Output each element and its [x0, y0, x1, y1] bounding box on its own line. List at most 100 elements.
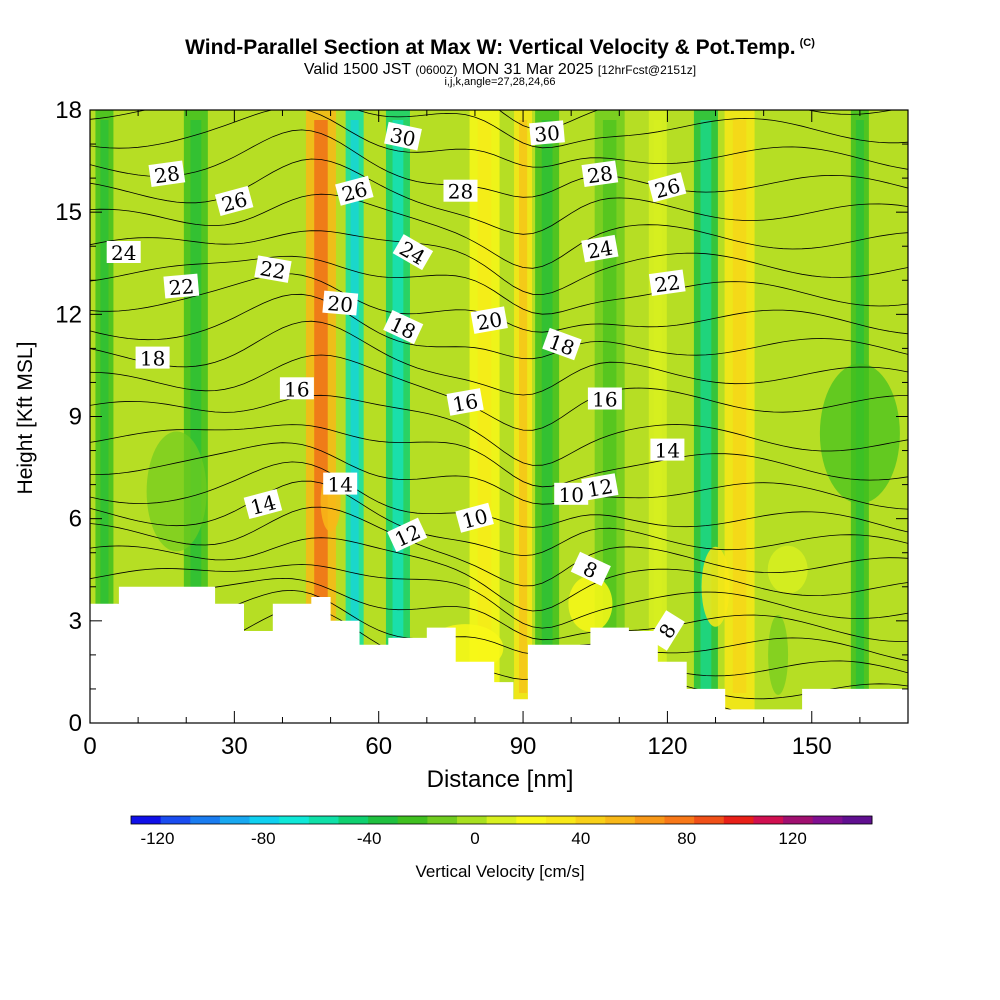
theta-contour [90, 461, 908, 533]
contour-label-box [392, 234, 434, 271]
colorbar-swatch [545, 816, 577, 824]
colorbar-swatch [427, 816, 458, 824]
contour-label: 24 [106, 241, 141, 265]
chart-subtitle-indices: i,j,k,angle=27,28,24,66 [444, 76, 556, 88]
y-tick-label: 12 [55, 301, 82, 328]
velocity-core [100, 120, 109, 693]
theta-contour [90, 320, 908, 396]
title-mark: (C) [799, 37, 815, 49]
colorbar-swatch [634, 816, 666, 824]
y-tick-label: 9 [69, 404, 82, 431]
contour-label: 10 [455, 502, 494, 534]
theta-contour [90, 293, 908, 360]
contour-label-text: 20 [475, 307, 504, 335]
contour-label-text: 28 [153, 161, 182, 188]
contour-label-box [214, 185, 254, 216]
contour-label: 28 [148, 160, 186, 188]
updraft-region [701, 546, 730, 627]
contour-label: 16 [446, 388, 484, 417]
colorbar-swatch [397, 816, 428, 824]
colorbar-swatch [486, 816, 517, 824]
contour-label: 14 [323, 472, 358, 497]
theta-contour [90, 354, 908, 431]
colorbar-tick-label: 0 [470, 829, 479, 848]
contour-label: 26 [335, 175, 374, 207]
theta-contour [90, 0, 908, 4]
contour-label-box [470, 306, 508, 334]
velocity-core [519, 120, 528, 693]
contour-label-text: 22 [258, 256, 287, 284]
theta-contour [90, 424, 908, 488]
colorbar-swatch [279, 816, 310, 824]
contour-label-box [650, 438, 685, 461]
contour-label-box [106, 241, 141, 263]
velocity-core [700, 120, 712, 693]
colorbar-swatch [160, 816, 191, 824]
theta-contour [90, 0, 908, 73]
theta-contour [90, 193, 908, 269]
colorbar-swatch [249, 816, 280, 824]
contour-label-box [135, 346, 170, 369]
chart-title: Wind-Parallel Section at Max W: Vertical… [185, 36, 815, 59]
contour-label-box [279, 377, 314, 400]
velocity-core [541, 120, 553, 693]
theta-contour [90, 480, 908, 557]
colorbar-swatch [457, 816, 488, 824]
contour-label: 16 [279, 377, 314, 401]
contour-label-box [647, 172, 687, 203]
contour-label-box [335, 175, 374, 206]
colorbar-swatch [131, 816, 162, 824]
theta-contour [90, 506, 908, 587]
contour-label-box [648, 610, 685, 651]
contour-label-text: 24 [585, 236, 614, 264]
x-tick-label: 60 [365, 733, 392, 760]
colorbar-swatch [664, 816, 695, 824]
contour-label-box [455, 502, 494, 533]
contour-label-text: 22 [168, 274, 195, 300]
contour-label-text: 20 [326, 291, 353, 317]
contour-label: 20 [322, 290, 359, 317]
theta-contour [90, 394, 908, 466]
velocity-core [314, 120, 328, 693]
contour-label: 22 [163, 273, 200, 300]
contour-label-box [243, 489, 283, 520]
colorbar-label: Vertical Velocity [cm/s] [415, 862, 585, 881]
contour-label-text: 12 [585, 474, 614, 502]
colorbar-swatch [783, 816, 814, 824]
colorbar-tick-label: -80 [251, 829, 276, 848]
contour-label: 8 [648, 610, 685, 651]
colorbar-swatch [219, 816, 251, 824]
contour-label-box [254, 255, 292, 283]
contour-label-text: 24 [111, 241, 136, 265]
y-tick-label: 3 [69, 608, 82, 635]
updraft-region [767, 545, 808, 594]
colorbar-swatch [605, 816, 636, 824]
chart-subtitle: Valid 1500 JST (0600Z) MON 31 Mar 2025 [… [303, 61, 697, 78]
contour-label: 16 [587, 387, 622, 412]
y-tick-label: 15 [55, 199, 82, 226]
colorbar-swatch [368, 816, 399, 824]
contour-label-text: 16 [451, 389, 480, 417]
contour-label-box [322, 290, 359, 316]
contour-label: 28 [581, 160, 619, 188]
contour-label: 20 [470, 306, 508, 335]
velocity-core [190, 120, 202, 693]
contour-label: 28 [443, 179, 478, 204]
contour-label-text: 22 [653, 270, 682, 297]
contour-label: 30 [384, 121, 422, 152]
contour-label-box [648, 269, 686, 296]
contour-label: 22 [648, 269, 686, 297]
contour-label-text: 10 [558, 483, 583, 507]
contour-label: 12 [581, 473, 619, 502]
colorbar-tick-label: -120 [140, 829, 174, 848]
y-tick-label: 0 [69, 710, 82, 737]
theta-contour [90, 0, 908, 36]
contour-label-box [529, 120, 565, 146]
velocity-core [653, 120, 662, 693]
contour-label-box [542, 327, 582, 361]
colorbar-swatch [575, 816, 606, 824]
contour-label-text: 16 [284, 377, 309, 401]
velocity-core [392, 120, 404, 693]
contour-label-box [581, 473, 619, 501]
colorbar-swatch [338, 816, 369, 824]
